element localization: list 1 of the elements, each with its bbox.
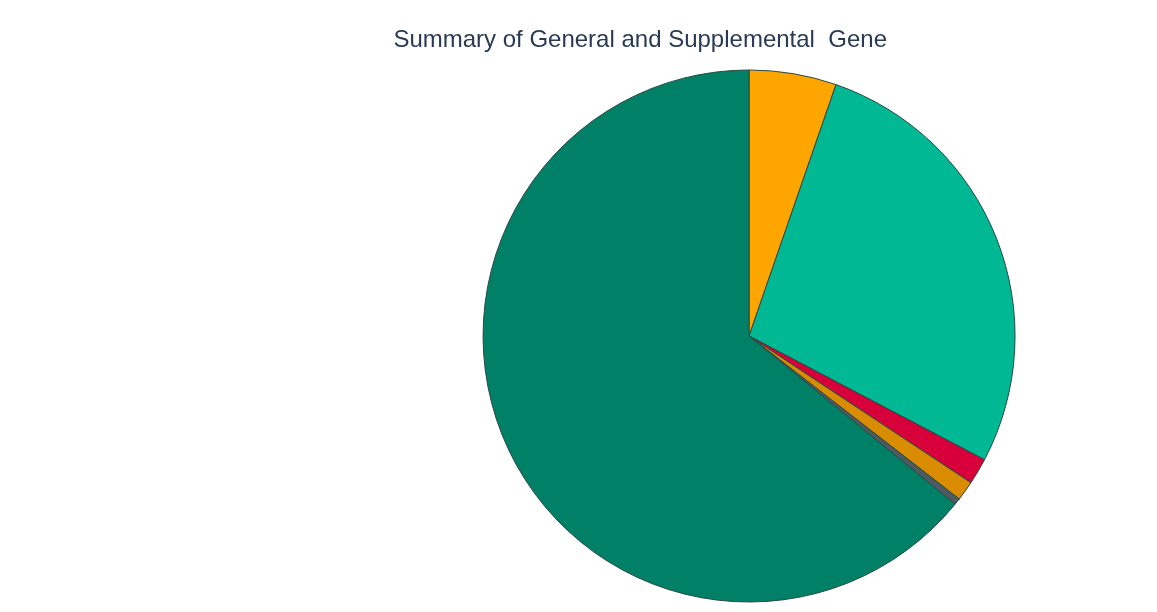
chart-title: Summary of General and Supplemental Gene: [393, 25, 887, 53]
